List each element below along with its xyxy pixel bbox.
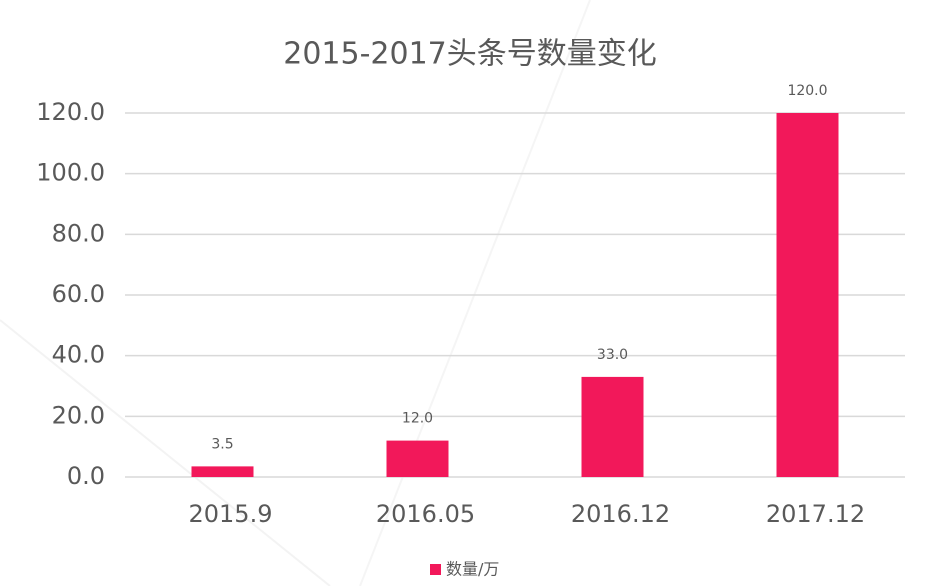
bar <box>191 466 254 477</box>
data-label: 12.0 <box>402 411 433 427</box>
y-tick-label: 120.0 <box>36 98 105 126</box>
y-tick-label: 20.0 <box>52 401 105 429</box>
x-tick-label: 2016.12 <box>571 500 670 528</box>
y-tick-label: 40.0 <box>52 341 105 369</box>
bar <box>581 376 644 477</box>
y-tick-label: 0.0 <box>67 462 105 490</box>
data-label: 3.5 <box>211 436 233 452</box>
y-tick-label: 60.0 <box>52 280 105 308</box>
x-tick-label: 2016.05 <box>376 500 475 528</box>
legend-swatch <box>430 564 441 575</box>
bar <box>776 113 839 477</box>
legend-label: 数量/万 <box>446 560 499 579</box>
data-label: 120.0 <box>787 83 827 99</box>
bar <box>386 440 449 477</box>
y-tick-label: 80.0 <box>52 219 105 247</box>
data-label: 33.0 <box>597 347 628 363</box>
chart-title: 2015-2017头条号数量变化 <box>283 37 657 72</box>
background-decoration <box>0 319 331 586</box>
background-decoration <box>359 0 591 586</box>
y-tick-label: 100.0 <box>36 159 105 187</box>
x-tick-label: 2017.12 <box>766 500 865 528</box>
x-tick-label: 2015.9 <box>189 500 273 528</box>
